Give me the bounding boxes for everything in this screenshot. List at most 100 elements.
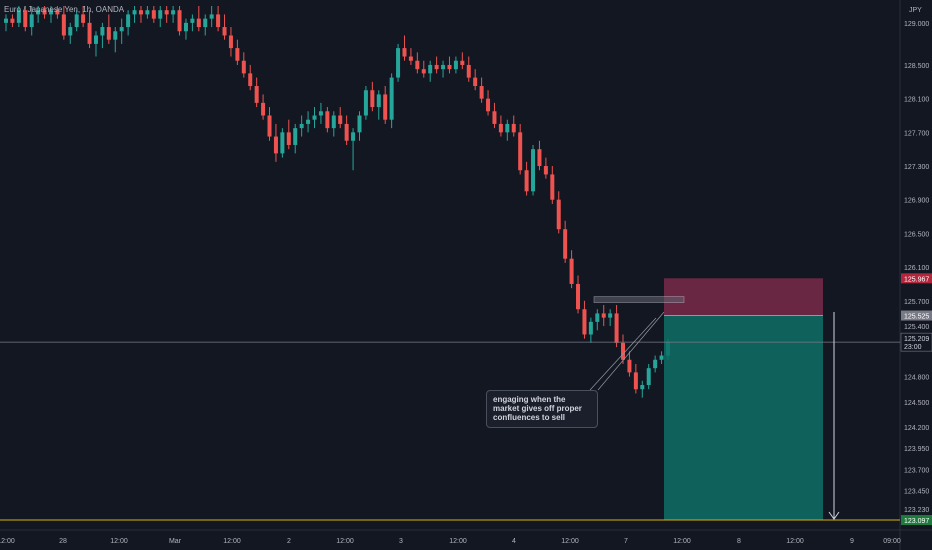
y-tick-label: 127.300: [904, 164, 929, 171]
candle-body: [29, 14, 34, 28]
candle-body: [627, 359, 632, 373]
candle-body: [441, 64, 446, 70]
candle-body: [16, 10, 21, 23]
y-tick-label: 125.400: [904, 324, 929, 331]
candle-body: [100, 27, 105, 36]
candle-body: [357, 115, 362, 133]
candle-body: [209, 14, 214, 19]
candle-body: [550, 174, 555, 200]
candle-body: [61, 14, 66, 36]
x-tick-label: 3: [399, 538, 403, 545]
candle-body: [556, 199, 561, 230]
y-tick-label: 124.500: [904, 400, 929, 407]
candle-body: [473, 77, 478, 87]
candle-body: [196, 18, 201, 28]
candle-body: [228, 35, 233, 49]
candle-body: [389, 77, 394, 120]
x-tick-label: 12:00: [110, 538, 128, 545]
candle-body: [428, 64, 433, 74]
x-tick-label: 7: [624, 538, 628, 545]
candle-body: [158, 10, 163, 19]
candle-body: [588, 321, 593, 335]
candle-body: [633, 372, 638, 390]
candle-body: [241, 60, 246, 74]
currency-label: JPY: [909, 7, 922, 14]
candle-body: [351, 132, 356, 141]
candle-body: [235, 48, 240, 61]
candle-body: [331, 115, 336, 129]
candle-body: [498, 123, 503, 133]
stop-price-badge-bg: [901, 273, 932, 284]
candle-body: [621, 342, 626, 360]
candle-body: [576, 283, 581, 310]
x-tick-label: 09:00: [883, 538, 901, 545]
y-tick-label: 124.800: [904, 375, 929, 382]
current-price-badge: 125.209: [904, 336, 929, 343]
y-tick-label: 129.000: [904, 21, 929, 28]
candle-body: [164, 10, 169, 15]
y-tick-label: 123.230: [904, 507, 929, 514]
x-tick-label: 12:00: [449, 538, 467, 545]
candle-body: [36, 10, 41, 15]
candle-body: [293, 128, 298, 145]
candle-body: [402, 48, 407, 57]
annotation-callout[interactable]: engaging when the market gives off prope…: [486, 390, 598, 428]
candle-body: [119, 27, 124, 32]
candle-body: [68, 27, 73, 36]
candle-body: [415, 60, 420, 70]
candle-body: [524, 170, 529, 192]
candle-body: [466, 64, 471, 78]
candle-body: [396, 48, 401, 78]
y-tick-label: 125.700: [904, 299, 929, 306]
candle-body: [383, 94, 388, 120]
candle-body: [370, 90, 375, 108]
x-tick-label: 9: [850, 538, 854, 545]
candle-body: [325, 111, 330, 129]
candle-body: [338, 115, 343, 124]
candle-body: [87, 22, 92, 44]
candle-body: [151, 10, 156, 19]
candle-body: [537, 149, 542, 167]
y-tick-label: 128.500: [904, 63, 929, 70]
candle-body: [460, 60, 465, 65]
candle-body: [299, 123, 304, 129]
candle-body: [48, 10, 53, 15]
candle-body: [569, 258, 574, 284]
x-tick-label: 12:00: [336, 538, 354, 545]
candle-body: [106, 27, 111, 40]
y-tick-label: 126.900: [904, 198, 929, 205]
candle-body: [177, 10, 182, 32]
candle-body: [138, 10, 143, 15]
target-price-badge: 123.097: [904, 518, 929, 525]
target-price-badge-bg: [901, 515, 932, 526]
candle-body: [453, 60, 458, 70]
candle-body: [408, 56, 413, 61]
x-tick-label: 12:00: [786, 538, 804, 545]
callout-connector: [589, 317, 657, 391]
x-tick-label: 8: [737, 538, 741, 545]
candle-body: [93, 35, 98, 44]
resistance-zone: [593, 296, 685, 303]
candle-body: [222, 27, 227, 36]
candle-body: [261, 102, 266, 116]
y-tick-label: 126.500: [904, 231, 929, 238]
candle-body: [318, 111, 323, 116]
x-tick-label: 12:00: [561, 538, 579, 545]
candle-body: [312, 115, 317, 120]
candle-body: [434, 64, 439, 70]
candle-body: [505, 123, 510, 133]
candle-body: [183, 22, 188, 32]
candle-body: [518, 132, 523, 171]
candle-body: [614, 313, 619, 343]
y-tick-label: 123.700: [904, 467, 929, 474]
candle-body: [543, 166, 548, 175]
take-profit-zone: [664, 315, 823, 521]
candle-body: [659, 355, 664, 360]
candle-body: [447, 64, 452, 70]
y-tick-label: 123.950: [904, 446, 929, 453]
stop-price-badge: 125.967: [904, 276, 929, 283]
candle-body: [421, 69, 426, 74]
candle-body: [190, 18, 195, 23]
candle-body: [216, 14, 221, 28]
